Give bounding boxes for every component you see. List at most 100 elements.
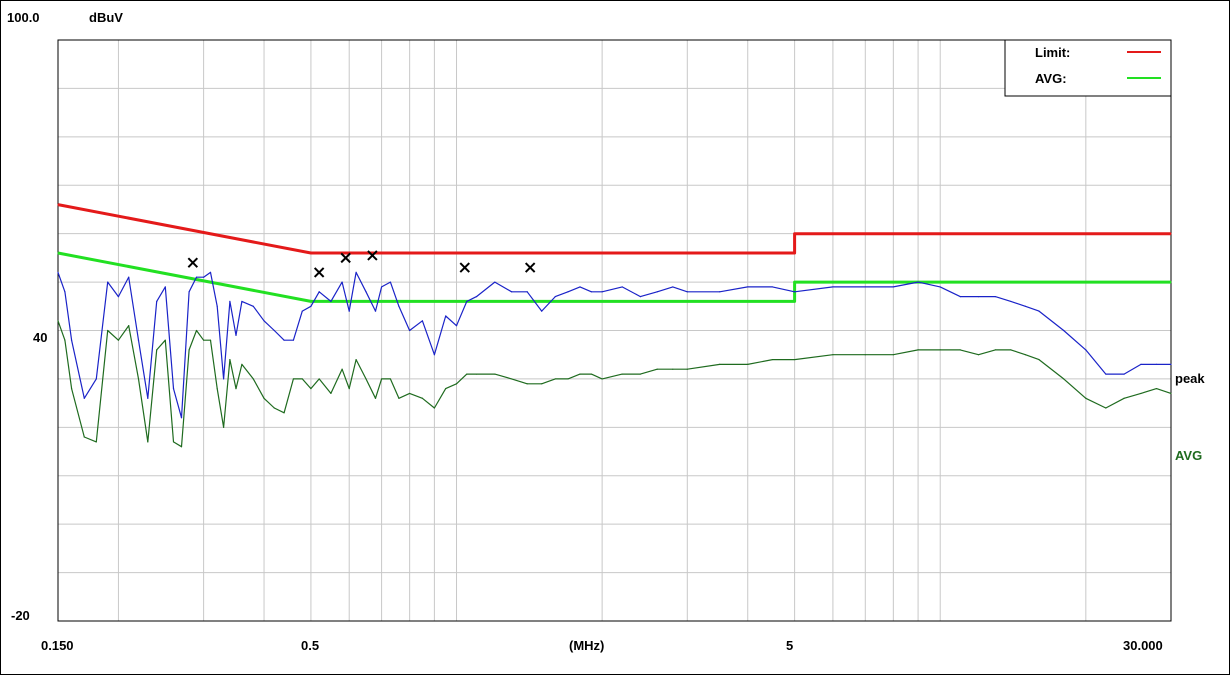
data-point-series-2 [526,291,528,293]
data-point-series-1 [57,252,59,254]
data-point-series-3 [639,373,642,375]
data-point-series-3 [229,358,231,361]
peak-marker-stroke-b [340,252,351,264]
data-point-series-2 [235,334,237,336]
data-point-series-2 [137,339,140,341]
data-point-series-3 [380,378,383,380]
data-point-series-2 [466,300,468,303]
x-tick-label-start: 0.150 [41,638,74,653]
data-point-series-3 [1140,392,1142,395]
data-point-series-3 [70,388,73,390]
data-point-series-3 [977,354,980,356]
data-point-series-3 [95,441,97,443]
series-line-1 [57,251,1171,303]
data-point-series-2 [977,296,980,298]
data-point-series-3 [475,373,478,375]
data-point-series-2 [57,271,59,273]
x-tick-label-0.5: 0.5 [301,638,319,653]
data-point-series-2 [283,339,285,341]
data-point-series-2 [1170,363,1172,365]
data-point-series-3 [355,358,357,361]
data-point-series-3 [188,349,190,351]
data-point-series-2 [541,310,543,312]
data-point-series-2 [621,286,623,288]
data-point-series-3 [273,407,275,409]
peak-marker [340,252,351,264]
data-point-series-3 [156,349,158,351]
data-point-series-2 [216,305,218,307]
data-point-series-0 [794,252,796,254]
data-point-series-2 [994,296,996,298]
peak-marker-stroke-b [459,262,470,273]
data-point-series-2 [794,291,796,293]
avg-trace-label: AVG [1175,448,1202,463]
data-point-series-2 [128,276,130,278]
data-point-series-3 [348,388,350,390]
data-point-series-3 [939,349,941,351]
data-point-series-2 [590,291,592,293]
data-point-series-3 [252,378,254,380]
data-point-series-3 [656,368,658,370]
data-point-series-2 [832,286,834,288]
data-point-series-0 [1170,233,1172,235]
legend-label-limit: Limit: [1035,45,1070,60]
data-point-series-2 [771,286,774,288]
data-point-series-3 [1063,378,1065,380]
y-tick-label-bottom: -20 [11,608,30,623]
data-point-series-2 [83,397,85,399]
peak-marker [459,262,470,273]
data-point-series-2 [156,300,158,303]
peak-trace-label: peak [1175,371,1205,386]
data-point-series-2 [301,310,303,312]
data-point-series-2 [554,296,556,298]
data-point-series-2 [892,286,894,288]
data-point-series-2 [70,339,73,341]
data-point-series-3 [292,378,294,380]
data-point-series-2 [719,291,721,293]
data-point-series-2 [164,286,166,288]
data-point-series-2 [195,276,198,278]
data-point-series-2 [1123,373,1125,375]
data-point-series-2 [409,329,411,332]
data-point-series-3 [374,397,377,399]
data-point-series-2 [348,310,350,312]
y-tick-label-top: 100.0 [7,10,40,25]
data-point-series-3 [1155,388,1158,390]
data-point-series-3 [832,354,834,356]
data-point-series-2 [252,305,254,307]
peak-marker [524,262,536,273]
data-point-series-3 [567,378,569,380]
data-point-series-3 [409,392,411,395]
data-point-series-3 [1038,358,1040,361]
data-point-series-3 [180,446,183,448]
peak-marker [187,257,199,268]
data-point-series-3 [541,383,543,385]
peak-markers [187,250,536,278]
data-point-series-3 [864,354,866,356]
data-point-series-3 [147,441,149,443]
data-point-series-2 [445,315,447,317]
data-point-series-3 [959,349,961,351]
peak-marker-stroke-b [524,262,536,273]
data-point-series-3 [794,358,796,361]
data-point-series-2 [421,320,423,322]
data-point-series-2 [579,286,581,288]
data-point-series-2 [939,286,941,288]
data-point-series-2 [209,271,212,273]
data-point-series-2 [398,305,400,307]
data-point-series-2 [1024,305,1026,307]
data-point-series-2 [355,271,357,273]
data-point-series-3 [241,363,243,365]
peak-marker [313,267,325,278]
data-point-series-2 [567,291,569,293]
series-line-0 [57,203,1171,255]
data-point-series-2 [433,354,435,356]
data-point-series-3 [1085,397,1087,399]
data-point-series-3 [719,363,721,365]
data-point-series-3 [389,378,392,380]
series-layer [57,203,1172,448]
data-point-series-3 [1123,397,1125,399]
data-point-series-3 [579,373,581,375]
data-point-series-2 [203,276,205,278]
peak-marker-stroke-b [367,250,378,261]
